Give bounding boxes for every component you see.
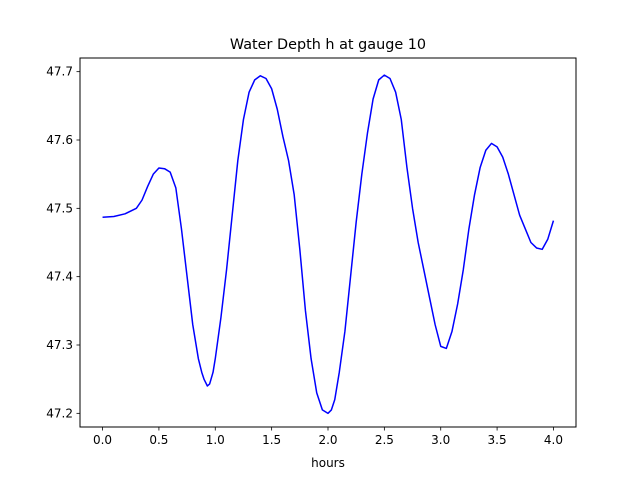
y-tick-label: 47.4 — [46, 270, 73, 284]
x-tick-label: 1.5 — [262, 433, 281, 447]
y-tick-label: 47.2 — [46, 406, 73, 420]
x-tick-label: 2.5 — [375, 433, 394, 447]
x-tick-label: 1.0 — [206, 433, 225, 447]
x-tick-label: 3.5 — [488, 433, 507, 447]
x-axis-ticks: 0.0 0.5 1.0 1.5 2.0 2.5 3.0 3.5 4.0 — [93, 427, 563, 447]
x-tick-label: 2.0 — [318, 433, 337, 447]
y-tick-label: 47.7 — [46, 65, 73, 79]
plot-area — [102, 74, 555, 415]
y-tick-label: 47.5 — [46, 201, 73, 215]
x-tick-label: 0.5 — [149, 433, 168, 447]
y-tick-label: 47.3 — [46, 338, 73, 352]
water-depth-series-line — [102, 74, 555, 415]
y-axis-ticks: 47.2 47.3 47.4 47.5 47.6 47.7 — [46, 65, 80, 420]
x-tick-label: 0.0 — [93, 433, 112, 447]
x-tick-label: 3.0 — [431, 433, 450, 447]
x-tick-label: 4.0 — [544, 433, 563, 447]
chart-title: Water Depth h at gauge 10 — [230, 37, 426, 53]
x-axis-label: hours — [311, 456, 345, 470]
axes-frame — [79, 57, 577, 428]
y-tick-label: 47.6 — [46, 133, 73, 147]
